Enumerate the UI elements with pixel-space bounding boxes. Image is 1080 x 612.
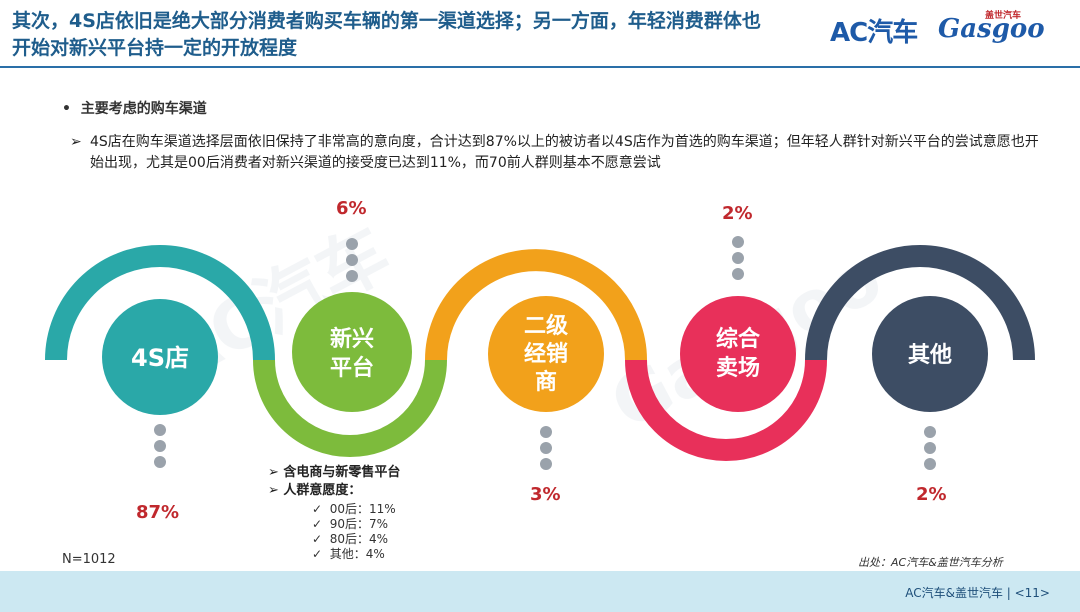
label-secondary-1: 二级 xyxy=(524,313,568,339)
pct-mall: 2% xyxy=(722,203,753,224)
label-4s: 4S店 xyxy=(131,344,189,372)
check-item: ✓ 90后：7% xyxy=(312,517,388,531)
gasgoo-logo-cn: 盖世汽车 xyxy=(985,11,1022,21)
circle-emerging xyxy=(292,292,412,412)
arc-4s xyxy=(45,245,275,361)
section-heading: • 主要考虑的购车渠道 xyxy=(62,101,207,117)
note-item: ➢ 含电商与新零售平台 xyxy=(268,465,401,480)
dot xyxy=(346,238,358,250)
check-item-text: 90后：7% xyxy=(329,517,388,531)
ac-logo-text: AC汽车 xyxy=(830,18,918,48)
dot xyxy=(732,268,744,280)
arc-other xyxy=(805,245,1035,361)
emerging-notes: ➢ 含电商与新零售平台 ➢ 人群意愿度： xyxy=(268,464,400,500)
check-item: ✓ 其他：4% xyxy=(312,547,385,561)
pct-emerging: 6% xyxy=(336,198,367,219)
label-other: 其他 xyxy=(908,343,952,368)
dot xyxy=(732,236,744,248)
dot xyxy=(154,456,166,468)
check-item-text: 00后：11% xyxy=(329,502,396,516)
note-item-text: 人群意愿度： xyxy=(283,483,362,498)
circle-secondary xyxy=(488,296,604,412)
arrow-bullet-icon: ➢ xyxy=(70,134,82,150)
dot xyxy=(346,270,358,282)
description: ➢ 4S店在购车渠道选择层面依旧保持了非常高的意向度，合计达到87%以上的被访者… xyxy=(70,132,1040,174)
arc-mall xyxy=(625,359,827,461)
note-item-text: 含电商与新零售平台 xyxy=(283,465,401,480)
check-item-text: 其他：4% xyxy=(329,547,385,561)
footer-bar: AC汽车&盖世汽车 | <11> xyxy=(0,571,1080,612)
page-title: 其次，4S店依旧是绝大部分消费者购买车辆的第一渠道选择；另一方面，年轻消费群体也… xyxy=(12,10,761,59)
label-emerging-1: 新兴 xyxy=(330,326,374,352)
label-mall-2: 卖场 xyxy=(716,355,760,381)
dot xyxy=(924,426,936,438)
circle-4s xyxy=(102,299,218,415)
dot xyxy=(924,458,936,470)
check-item-text: 80后：4% xyxy=(329,532,388,546)
description-text: 4S店在购车渠道选择层面依旧保持了非常高的意向度，合计达到87%以上的被访者以4… xyxy=(90,134,1039,171)
check-item: ✓ 80后：4% xyxy=(312,532,388,546)
dot xyxy=(154,424,166,436)
gasgoo-logo: Gasgoo xyxy=(938,14,1045,44)
dot xyxy=(346,254,358,266)
check-item: ✓ 00后：11% xyxy=(312,502,396,516)
dot xyxy=(540,458,552,470)
dot xyxy=(732,252,744,264)
source-note: 出处：AC汽车&盖世汽车分析 xyxy=(858,556,1003,569)
note-item: ➢ 人群意愿度： xyxy=(268,483,362,498)
dot xyxy=(540,426,552,438)
pct-secondary: 3% xyxy=(530,484,561,505)
arc-secondary xyxy=(425,249,647,361)
arc-emerging xyxy=(253,359,447,457)
pct-4s: 87% xyxy=(136,502,180,523)
footer-text: AC汽车&盖世汽车 | <11> xyxy=(905,586,1050,600)
section-heading-text: 主要考虑的购车渠道 xyxy=(80,101,207,117)
dot xyxy=(540,442,552,454)
ac-logo: AC汽车 xyxy=(830,12,918,49)
pct-other: 2% xyxy=(916,484,947,505)
dot xyxy=(924,442,936,454)
age-checklist: ✓ 00后：11% ✓ 90后：7% ✓ 80后：4% ✓ 其他：4% xyxy=(312,502,396,562)
header-divider xyxy=(0,66,1080,68)
label-secondary-3: 商 xyxy=(535,369,557,395)
label-secondary-2: 经销 xyxy=(524,341,568,367)
circle-other xyxy=(872,296,988,412)
label-emerging-2: 平台 xyxy=(330,355,374,381)
circle-mall xyxy=(680,296,796,412)
sample-size: N=1012 xyxy=(62,552,116,567)
dot xyxy=(154,440,166,452)
label-mall-1: 综合 xyxy=(716,326,761,352)
